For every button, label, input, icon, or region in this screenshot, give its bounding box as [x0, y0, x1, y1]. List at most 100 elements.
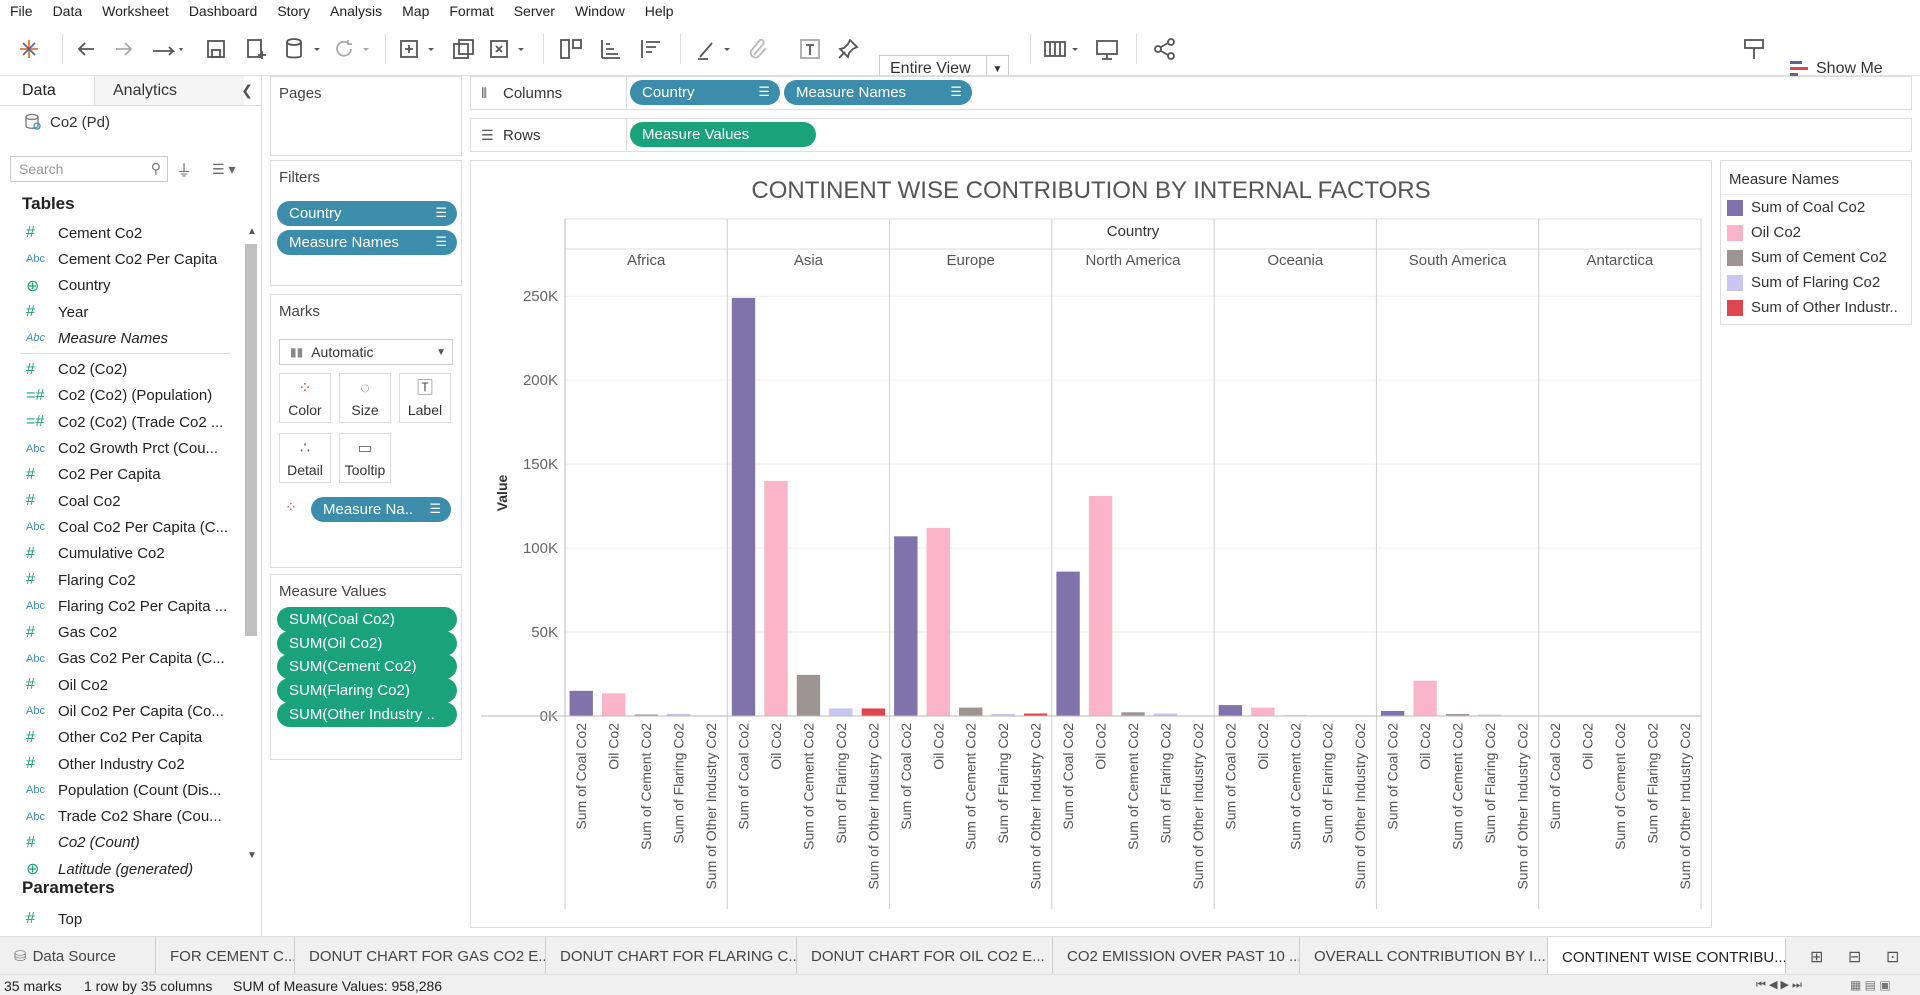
rows-shelf[interactable]: ☰ Rows Measure Values — [470, 118, 1912, 152]
field-item[interactable]: ⊕ Latitude (generated) — [0, 856, 240, 882]
bar[interactable] — [569, 690, 593, 716]
measure-value-pill[interactable]: SUM(Coal Co2) — [277, 607, 457, 632]
bar[interactable] — [1088, 496, 1113, 716]
legend-item[interactable]: Sum of Flaring Co2 — [1721, 270, 1911, 295]
tooltip-button[interactable]: ▭ Tooltip — [339, 433, 391, 483]
field-item[interactable]: # Other Co2 Per Capita — [0, 725, 240, 751]
bar[interactable] — [861, 708, 886, 716]
group-icon[interactable] — [746, 36, 772, 62]
bar[interactable] — [1380, 710, 1405, 716]
rows-pill-measure-values[interactable]: Measure Values — [630, 122, 816, 147]
field-item[interactable]: Abc Population (Count (Dis... — [0, 777, 240, 803]
field-item[interactable]: # Oil Co2 — [0, 672, 240, 698]
field-item[interactable]: Abc Coal Co2 Per Capita (C... — [0, 514, 240, 540]
color-measure-names-pill[interactable]: Measure Na.. ☰ — [311, 497, 451, 522]
new-worksheet-icon[interactable]: ⊞ — [1810, 949, 1824, 966]
collapse-pane-icon[interactable]: ❮ — [241, 82, 253, 98]
measure-value-pill[interactable]: SUM(Flaring Co2) — [277, 678, 457, 704]
field-list-scrollbar[interactable]: ▲ ▼ — [244, 224, 258, 864]
bar[interactable] — [1413, 680, 1437, 716]
bar-chart[interactable]: CONTINENT WISE CONTRIBUTION BY INTERNAL … — [471, 161, 1713, 929]
data-source-tab[interactable]: ⛁ Data Source — [0, 937, 156, 975]
bar[interactable] — [1056, 571, 1080, 716]
sheet-tab[interactable]: CONTINENT WISE CONTRIBU... — [1548, 937, 1786, 975]
sheet-tab[interactable]: DONUT CHART FOR GAS CO2 E... — [295, 937, 546, 975]
color-legend[interactable]: Measure Names Sum of Coal Co2 Oil Co2 Sum … — [1720, 160, 1912, 325]
menu-server[interactable]: Server — [513, 3, 555, 19]
menu-file[interactable]: File — [10, 3, 33, 19]
menu-window[interactable]: Window — [574, 3, 625, 19]
bar[interactable] — [764, 480, 788, 716]
highlight-icon[interactable] — [694, 36, 734, 62]
legend-item[interactable]: Sum of Other Industr.. — [1721, 295, 1911, 320]
measure-value-pill[interactable]: SUM(Cement Co2) — [277, 654, 457, 680]
scrollbar-thumb[interactable] — [245, 244, 257, 636]
menu-worksheet[interactable]: Worksheet — [102, 3, 169, 19]
tab-data[interactable]: Data — [0, 76, 94, 105]
bar[interactable] — [1445, 713, 1470, 716]
field-item[interactable]: Abc Measure Names — [0, 325, 240, 351]
columns-pill-measure-names[interactable]: Measure Names ☰ — [784, 80, 972, 105]
measure-value-pill[interactable]: SUM(Oil Co2) — [277, 630, 457, 656]
columns-shelf[interactable]: ⦀ Columns Country ☰ Measure Names ☰ — [470, 76, 1912, 110]
new-worksheet-icon[interactable] — [398, 36, 438, 62]
fix-axes-icon[interactable] — [836, 36, 862, 62]
pages-card[interactable]: Pages — [270, 76, 462, 156]
sheet-tab[interactable]: DONUT CHART FOR FLARING C... — [546, 937, 797, 975]
new-datasource-icon[interactable] — [244, 36, 268, 62]
replay-icon[interactable] — [150, 36, 184, 62]
menu-dashboard[interactable]: Dashboard — [188, 3, 258, 19]
field-item[interactable]: # Year — [0, 299, 240, 325]
menu-data[interactable]: Data — [52, 3, 83, 19]
bar[interactable] — [1023, 713, 1048, 716]
bar[interactable] — [1251, 707, 1275, 716]
scroll-down-icon[interactable]: ▼ — [247, 850, 257, 861]
scroll-up-icon[interactable]: ▲ — [247, 226, 257, 237]
view-mode-icons[interactable]: ▦ ▤ ▣ — [1850, 978, 1891, 992]
sheet-tab[interactable]: CO2 EMISSION OVER PAST 10 ... — [1053, 937, 1300, 975]
filter-icon[interactable]: ⏚ — [176, 163, 193, 180]
sort-ascending-icon[interactable] — [598, 36, 624, 62]
field-item[interactable]: Abc Co2 Growth Prct (Cou... — [0, 435, 240, 461]
tab-analytics[interactable]: Analytics — [94, 76, 244, 105]
columns-pill-country[interactable]: Country ☰ — [630, 80, 780, 105]
bar[interactable] — [894, 536, 918, 716]
bar[interactable] — [1121, 712, 1145, 716]
redo-icon[interactable] — [112, 36, 136, 62]
legend-item[interactable]: Oil Co2 — [1721, 220, 1911, 245]
field-item[interactable]: Abc Gas Co2 Per Capita (C... — [0, 646, 240, 672]
tableau-logo-icon[interactable] — [18, 36, 40, 62]
share-icon[interactable] — [1152, 36, 1178, 62]
bar[interactable] — [829, 708, 853, 716]
bar[interactable] — [1478, 714, 1502, 716]
field-item[interactable]: # Co2 Per Capita — [0, 462, 240, 488]
datasource-item[interactable]: Co2 (Pd) — [0, 106, 261, 138]
field-item[interactable]: # Cement Co2 — [0, 220, 240, 246]
menu-map[interactable]: Map — [402, 3, 430, 19]
show-cards-icon[interactable] — [1042, 36, 1082, 62]
bar[interactable] — [959, 707, 983, 716]
chart-view[interactable]: CONTINENT WISE CONTRIBUTION BY INTERNAL … — [470, 160, 1712, 928]
bar[interactable] — [1218, 705, 1243, 716]
legend-item[interactable]: Sum of Coal Co2 — [1721, 195, 1911, 220]
bar[interactable] — [731, 297, 756, 716]
show-me-button[interactable]: Show Me — [1790, 60, 1883, 78]
legend-item[interactable]: Sum of Cement Co2 — [1721, 245, 1911, 270]
menu-format[interactable]: Format — [449, 3, 494, 19]
filter-pill-country[interactable]: Country ☰ — [277, 201, 457, 226]
bar[interactable] — [796, 674, 821, 716]
duplicate-icon[interactable] — [451, 36, 477, 62]
field-item[interactable]: Abc Oil Co2 Per Capita (Co... — [0, 698, 240, 724]
presentation-mode-icon[interactable] — [1094, 36, 1120, 62]
field-item[interactable]: ⊕ Country — [0, 273, 240, 299]
sort-descending-icon[interactable] — [638, 36, 664, 62]
filters-card[interactable]: Filters Country ☰ Measure Names ☰ — [270, 160, 462, 286]
color-button[interactable]: ⁘ Color — [279, 373, 331, 423]
bar[interactable] — [926, 527, 950, 716]
field-item[interactable]: # Other Industry Co2 — [0, 751, 240, 777]
bar[interactable] — [602, 693, 626, 716]
menu-analysis[interactable]: Analysis — [330, 3, 383, 19]
bar[interactable] — [991, 713, 1015, 716]
field-item[interactable]: Abc Trade Co2 Share (Cou... — [0, 804, 240, 830]
sheet-tab[interactable]: OVERALL CONTRIBUTION BY I... — [1300, 937, 1548, 975]
